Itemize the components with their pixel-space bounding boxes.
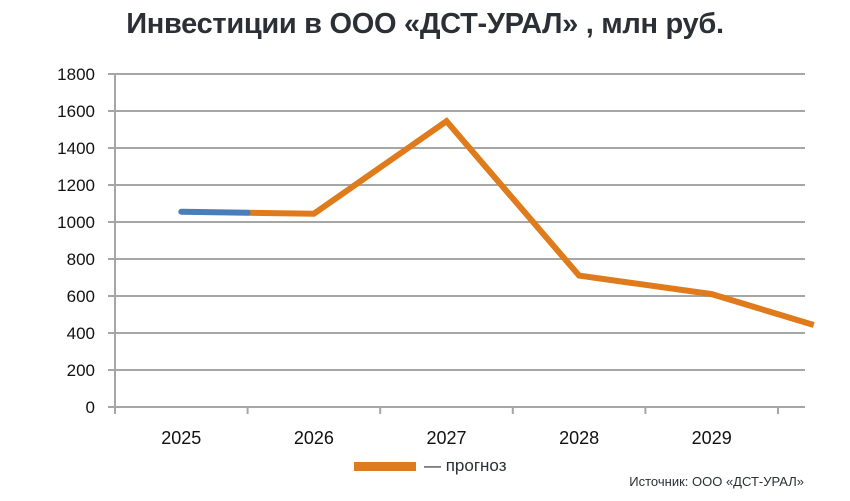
legend: — прогноз — [354, 456, 507, 476]
y-tick-label: 1800 — [57, 65, 95, 84]
legend-label: — прогноз — [424, 456, 507, 475]
series-line-forecast — [247, 117, 815, 328]
y-tick-label: 1600 — [57, 102, 95, 121]
axes — [114, 74, 779, 414]
source-note: Источник: ООО «ДСТ-УРАЛ» — [629, 474, 804, 489]
x-tick-label: 2026 — [294, 428, 334, 448]
gridlines — [108, 73, 805, 408]
y-tick-label: 600 — [67, 287, 95, 306]
y-tick-label: 0 — [86, 398, 95, 417]
x-tick-label: 2028 — [559, 428, 599, 448]
y-tick-label: 400 — [67, 324, 95, 343]
chart-title: Инвестиции в ООО «ДСТ-УРАЛ» , млн руб. — [126, 8, 724, 40]
y-tick-label: 1200 — [57, 176, 95, 195]
y-tick-label: 200 — [67, 361, 95, 380]
x-tick-label: 2029 — [692, 428, 732, 448]
data-lines — [178, 117, 815, 328]
y-tick-label: 1400 — [57, 139, 95, 158]
x-tick-label: 2027 — [426, 428, 466, 448]
y-tick-label: 1000 — [57, 213, 95, 232]
y-axis-labels: 0 200 400 600 800 1000 1200 1400 1600 1800 — [57, 65, 95, 417]
x-tick-label: 2025 — [161, 428, 201, 448]
series-line-actual — [178, 208, 251, 216]
x-axis-labels: 2025 2026 2027 2028 2029 — [161, 428, 731, 448]
legend-swatch-forecast — [354, 461, 416, 471]
y-tick-label: 800 — [67, 250, 95, 269]
